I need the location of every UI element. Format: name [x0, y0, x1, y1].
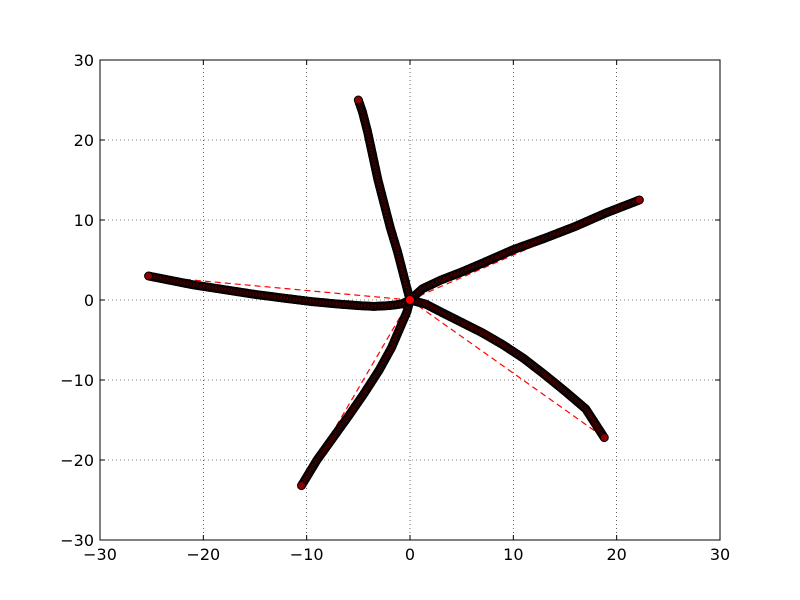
arm-5-dashed-line	[148, 275, 411, 301]
x-tick-label: 30	[710, 545, 730, 564]
x-tick-label: −20	[186, 545, 220, 564]
arm-4-dashed-line	[300, 299, 411, 486]
y-tick-label: 10	[74, 211, 94, 230]
x-tick-label: 0	[405, 545, 415, 564]
arm-5-series	[144, 271, 415, 311]
arm-1-series	[353, 95, 415, 305]
x-tick-labels: −30 −20 −10 0 10 20 30	[83, 545, 730, 564]
arm-3-dashed-line	[409, 299, 605, 439]
y-tick-label: −30	[60, 531, 94, 550]
x-tick-label: −10	[290, 545, 324, 564]
x-tick-label: 10	[503, 545, 523, 564]
arm-point	[297, 481, 306, 491]
arm-point	[353, 95, 363, 105]
x-tick-label: 20	[606, 545, 626, 564]
arm-3-series	[405, 295, 609, 443]
center-point	[406, 296, 414, 304]
arm-point	[634, 195, 644, 205]
arm-point	[599, 433, 609, 443]
x-tick-label: −30	[83, 545, 117, 564]
center-marker	[406, 296, 414, 304]
y-tick-label: 0	[84, 291, 94, 310]
arm-2-series	[405, 195, 644, 305]
y-tick-label: 30	[74, 51, 94, 70]
y-tick-label: −20	[60, 451, 94, 470]
arm-4-series	[297, 295, 415, 491]
y-tick-label: 20	[74, 131, 94, 150]
y-tick-labels: −30 −20 −10 0 10 20 30	[60, 51, 94, 550]
arm-point	[144, 271, 154, 281]
tick-marks	[99, 59, 721, 541]
y-tick-label: −10	[60, 371, 94, 390]
arm-markers	[144, 95, 644, 491]
